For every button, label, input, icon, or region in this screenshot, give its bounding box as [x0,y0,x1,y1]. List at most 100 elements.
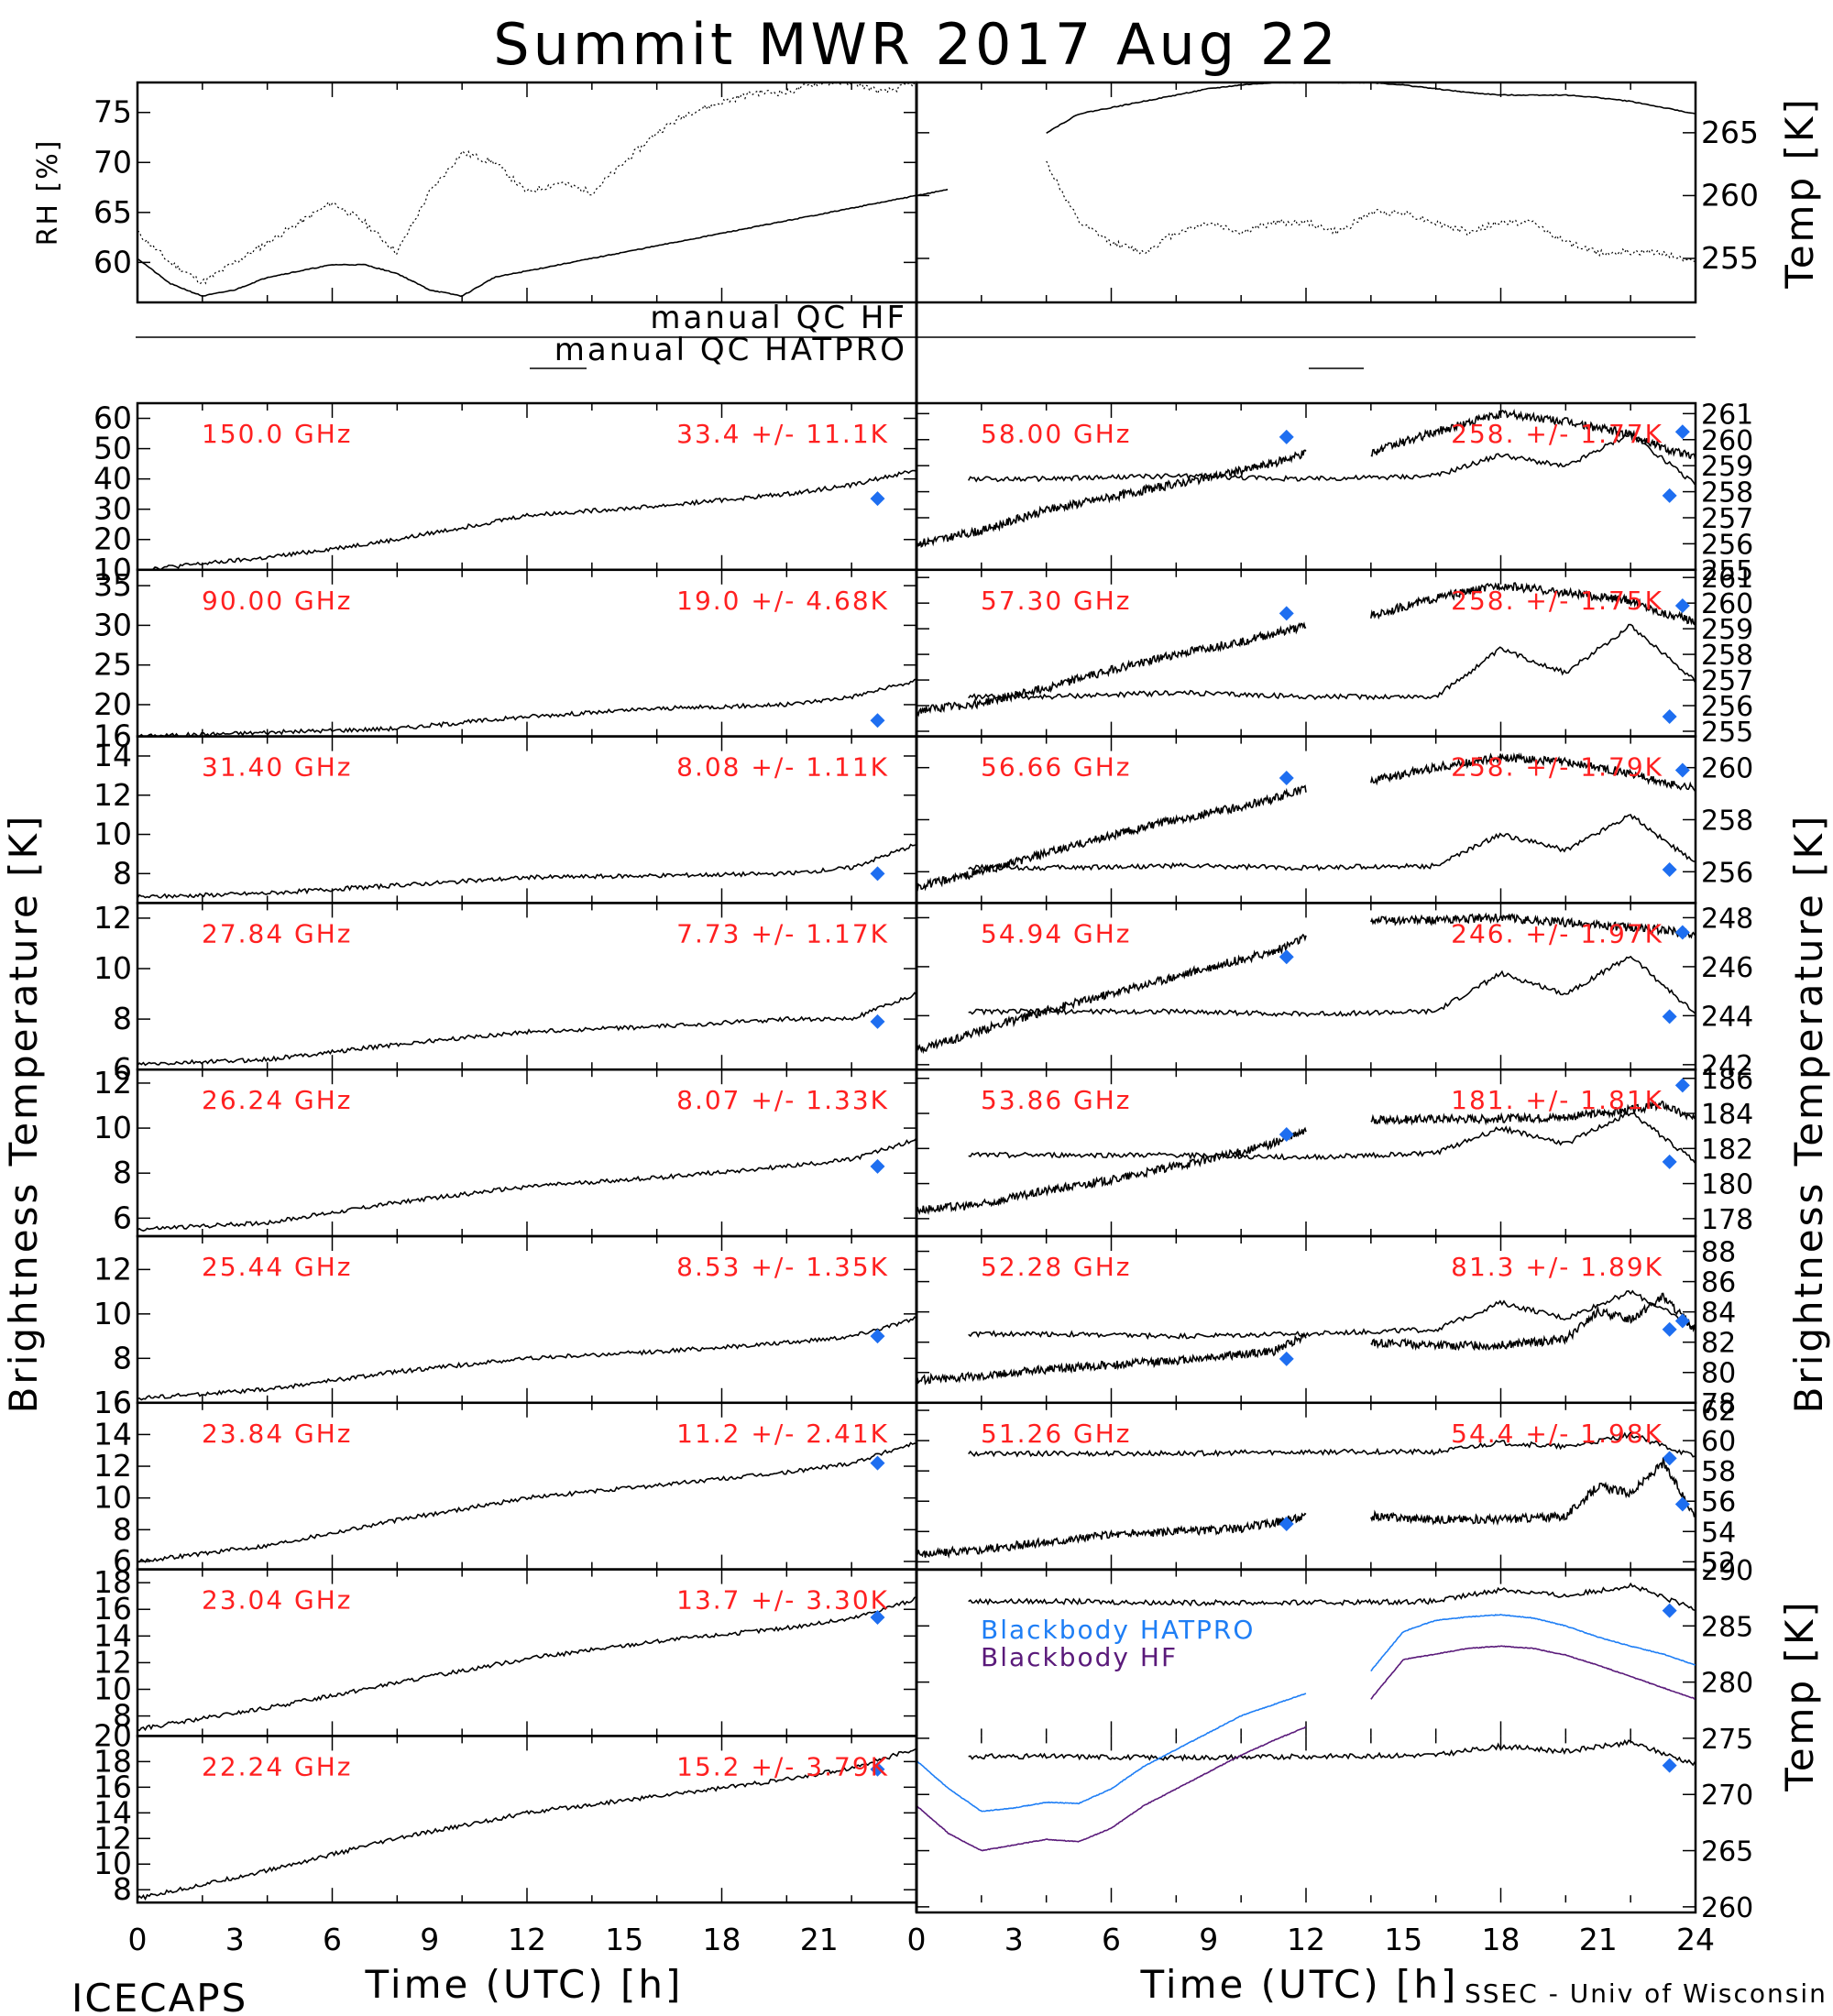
left-panel-1-ytick-label: 16 [93,718,132,754]
right-series [1370,1292,1696,1352]
rh-ylabel: RH [%] [32,139,64,247]
left-panel-label: 26.24 GHz [202,1085,353,1115]
sounding-point [870,491,885,507]
temp-ylabel: Temp [K] [1777,96,1822,290]
left-panel-4-ytick-label: 8 [113,1155,132,1190]
sounding-point [1662,1321,1677,1337]
left-panel-label: 23.04 GHz [202,1585,353,1616]
left-panel-2-ytick-label: 14 [93,738,132,773]
left-series [967,430,1696,486]
sounding-point [1279,949,1294,965]
temp-series [137,188,949,298]
sounding-point [1662,708,1677,724]
sounding-point [1674,1313,1690,1329]
sounding-point [870,866,885,882]
left-panel-3-ytick-label: 12 [93,900,132,936]
right-panel-0-ytick-label: 258 [1701,477,1753,509]
footer-left: ICECAPS [71,1976,247,2016]
sounding-point [870,1329,885,1344]
left-panel-7-ytick-label: 10 [93,1671,132,1706]
left-panel-3-ytick-label: 6 [113,1051,132,1087]
left-panel-0-ytick-label: 60 [93,400,132,436]
left-panel-label: 150.0 GHz [202,419,353,449]
left-panel-8-ytick-label: 18 [93,1743,132,1779]
left-xtick-label: 12 [508,1922,546,1957]
right-panel-1-ytick-label: 261 [1701,563,1753,595]
right-xtick-label: 3 [1004,1922,1024,1957]
left-panel-1-ytick-label: 35 [93,567,132,603]
right-panel-5-ytick-label: 88 [1701,1237,1736,1269]
left-panel-stat: 33.4 +/- 11.1K [676,419,889,449]
right-panel-0-ytick-label: 256 [1701,529,1753,561]
left-panel-label: 31.40 GHz [202,752,353,783]
right-panel-4-ytick-label: 182 [1701,1134,1753,1166]
right-panel-3-ytick-label: 244 [1701,1001,1753,1033]
left-panel-5-ytick-label: 6 [113,1385,132,1420]
bb-ytick-label: 270 [1701,1780,1753,1812]
bb-series [1370,1645,1696,1700]
right-panel-label: 53.86 GHz [981,1085,1132,1115]
rh-ytick-label: 70 [93,144,132,180]
right-panel-3-ytick-label: 248 [1701,903,1753,935]
sounding-point [1279,771,1294,786]
right-panel-stat: 246. +/- 1.97K [1451,918,1663,948]
left-panel-7-ytick-label: 8 [113,1698,132,1734]
left-panel-1-ytick-label: 25 [93,647,132,683]
right-panel-0-ytick-label: 255 [1701,555,1753,587]
bb-ytick-label: 280 [1701,1668,1753,1700]
rh-series [137,81,916,285]
left-series [137,1748,917,1901]
temp-ytick-label: 260 [1701,177,1759,213]
sounding-point [1662,1009,1677,1024]
right-panel-0-ytick-label: 259 [1701,451,1753,483]
right-xtick-label: 9 [1199,1922,1218,1957]
right-xtick-label: 24 [1676,1922,1715,1957]
left-series [137,469,917,571]
left-panel-7-ytick-label: 12 [93,1644,132,1680]
left-panel-2-ytick-label: 10 [93,816,132,852]
left-series [137,1137,917,1232]
left-xtick-label: 9 [420,1922,439,1957]
right-series [916,1512,1307,1560]
left-series [968,955,1696,1017]
left-panel-2-ytick-label: 12 [93,777,132,813]
bb-ytick-label: 260 [1701,1892,1753,1924]
right-series [1370,912,1696,939]
left-panel-4-ytick-label: 6 [113,1200,132,1235]
left-panel-stat: 19.0 +/- 4.68K [676,586,889,616]
left-panel-0-ytick-label: 20 [93,521,132,557]
left-panel-7-ytick-label: 16 [93,1591,132,1627]
right-xtick-label: 0 [907,1922,927,1957]
left-series [137,1441,917,1563]
right-panel-1-ytick-label: 260 [1701,588,1753,620]
right-panel-stat: 258. +/- 1.75K [1451,586,1663,616]
bb-ytick-label: 285 [1701,1611,1753,1643]
left-panel-stat: 8.53 +/- 1.35K [676,1252,889,1282]
right-panel-6-ytick-label: 60 [1701,1426,1736,1458]
left-panel-0-ytick-label: 40 [93,461,132,497]
right-panel-label: 56.66 GHz [981,752,1132,783]
bb-ylabel: Temp [K] [1777,1599,1822,1792]
left-panel-8-ytick-label: 20 [93,1717,132,1753]
left-panel-stat: 8.07 +/- 1.33K [676,1085,889,1115]
right-xtick-label: 21 [1579,1922,1618,1957]
left-series [137,1316,917,1401]
right-panel-0-ytick-label: 261 [1701,399,1753,431]
sounding-point [1279,606,1294,621]
right-panel-4-ytick-label: 180 [1701,1169,1753,1201]
right-panel-5-ytick-label: 84 [1701,1298,1736,1330]
right-series [1370,1100,1696,1126]
sounding-point [1662,488,1677,503]
right-series [916,1331,1307,1386]
rh-ytick-label: 60 [93,244,132,279]
sounding-point [1674,597,1690,613]
sounding-point [1674,1496,1690,1512]
sounding-point [1662,1603,1677,1618]
left-panel-5-ytick-label: 8 [113,1340,132,1375]
left-panel-4-ytick-label: 10 [93,1110,132,1145]
right-xtick-label: 6 [1102,1922,1121,1957]
right-series [1370,582,1696,626]
left-panel-1-ytick-label: 20 [93,686,132,722]
